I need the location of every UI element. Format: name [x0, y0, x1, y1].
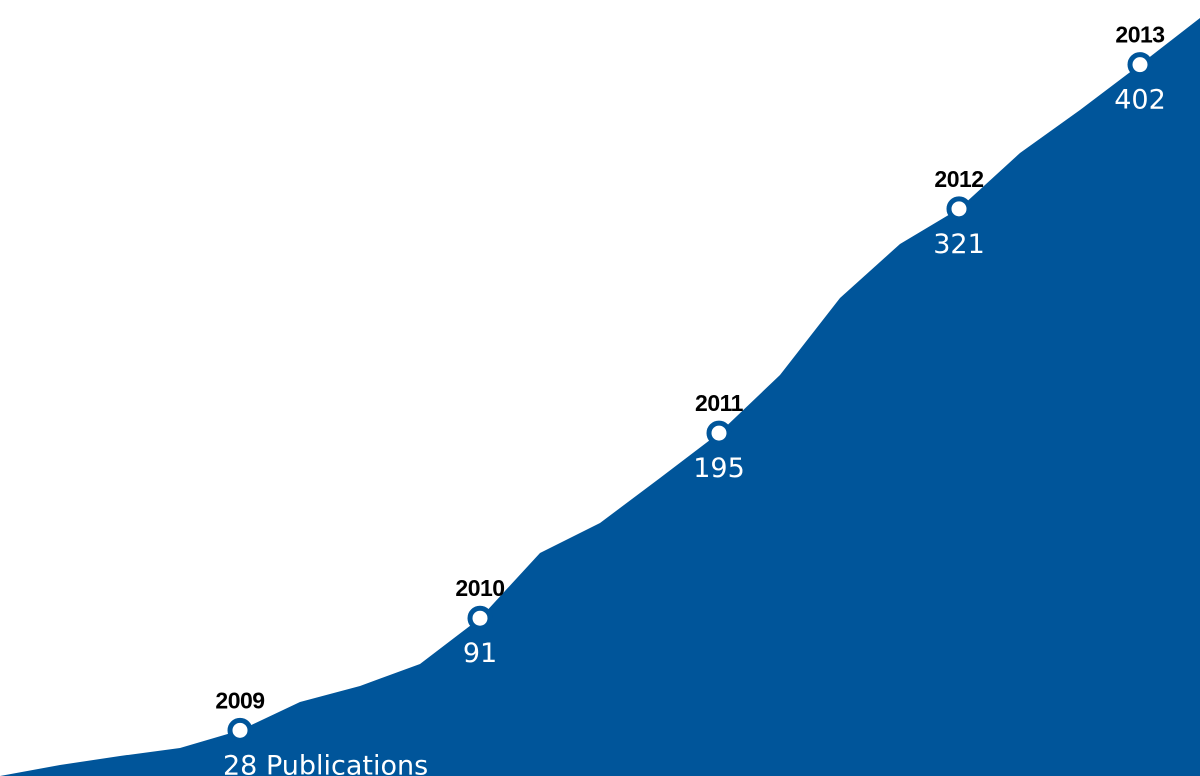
- data-point-2011: [706, 420, 732, 446]
- data-point-2013: [1127, 52, 1153, 78]
- data-point-2012: [946, 196, 972, 222]
- value-label-2012: 321: [933, 229, 985, 260]
- year-label-2010: 2010: [455, 575, 504, 601]
- year-label-2009: 2009: [215, 687, 264, 713]
- value-label-2009: 28 Publications: [223, 750, 428, 776]
- area-series: [0, 18, 1200, 776]
- value-label-2010: 91: [463, 638, 497, 669]
- year-label-2011: 2011: [695, 390, 744, 416]
- year-label-2012: 2012: [934, 166, 983, 192]
- marks-layer: 2009 28 Publications 2010 91 2011 195 2012 321 2…: [215, 22, 1165, 776]
- year-label-2013: 2013: [1115, 22, 1164, 48]
- data-point-2010: [467, 605, 493, 631]
- value-label-2011: 195: [693, 453, 745, 484]
- data-point-2009: [227, 717, 253, 743]
- value-label-2013: 402: [1114, 85, 1166, 116]
